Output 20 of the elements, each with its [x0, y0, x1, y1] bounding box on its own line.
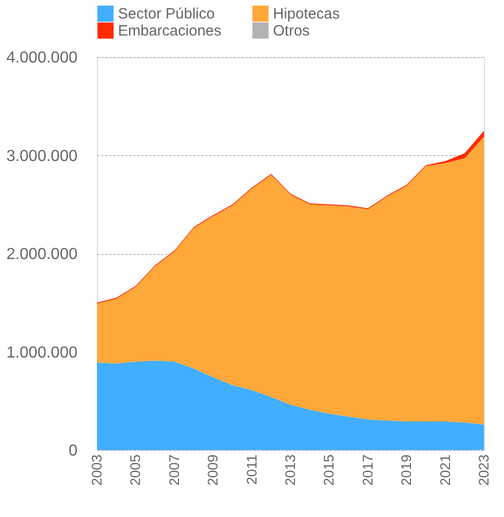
- x-tick-label: 2009: [204, 454, 221, 486]
- legend-label: Sector Público: [118, 6, 215, 23]
- x-tick-label: 2007: [166, 454, 182, 486]
- x-tick-label: 2005: [127, 454, 144, 486]
- y-tick-label: 1.000.000: [6, 344, 78, 362]
- y-tick-label: 3.000.000: [6, 148, 78, 165]
- x-tick-label: 2021: [436, 454, 453, 486]
- y-tick-label: 0: [68, 442, 78, 460]
- y-tick-label: 4.000.000: [6, 50, 78, 66]
- legend-label: Hipotecas: [273, 6, 340, 23]
- x-tick-label: 2023: [476, 454, 492, 486]
- x-tick-label: 2019: [398, 454, 414, 486]
- legend-label: Embarcaciones: [118, 22, 222, 40]
- x-tick-label: 2013: [282, 454, 298, 486]
- x-tick-label: 2017: [359, 454, 376, 486]
- x-tick-label: 2011: [243, 454, 260, 485]
- legend-label: Otros: [273, 22, 310, 40]
- x-tick-label: 2003: [88, 454, 104, 486]
- y-tick-label: 2.000.000: [6, 246, 78, 263]
- x-tick-label: 2015: [320, 454, 337, 486]
